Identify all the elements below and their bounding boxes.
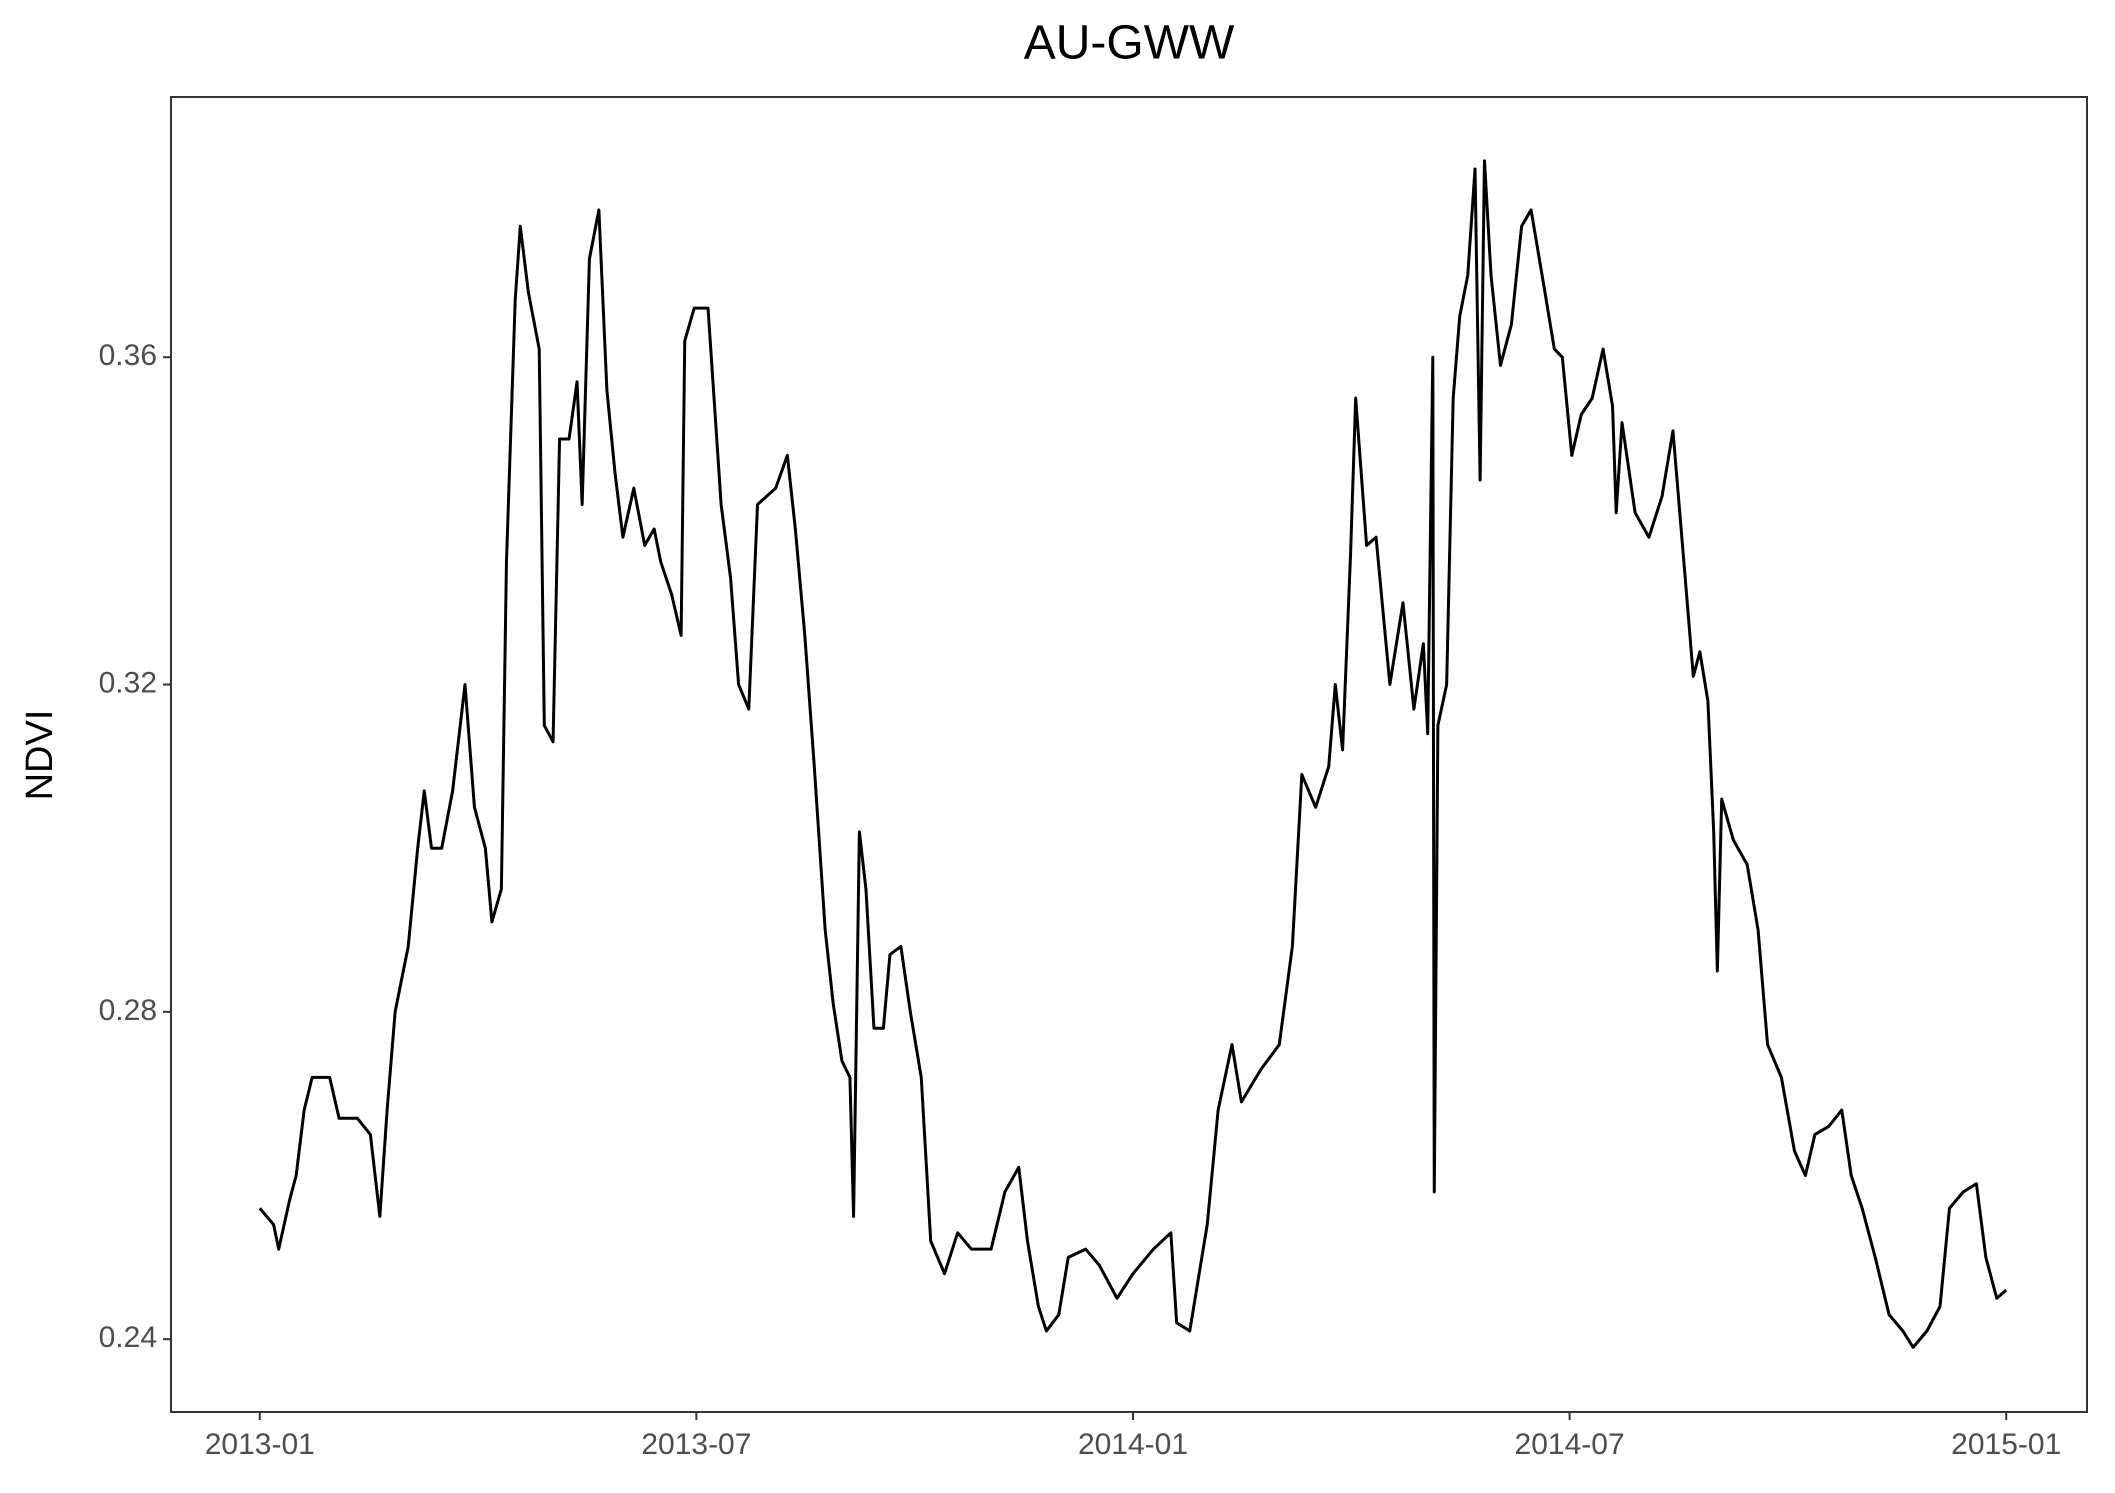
x-tick-label: 2015-01 bbox=[1951, 1428, 2061, 1461]
y-tick-label: 0.28 bbox=[99, 994, 157, 1027]
x-tick-label: 2014-01 bbox=[1078, 1428, 1188, 1461]
plot-frame bbox=[170, 96, 2088, 1413]
chart-title: AU-GWW bbox=[1024, 17, 1235, 70]
y-tick-label: 0.36 bbox=[99, 339, 157, 372]
x-tick-label: 2013-01 bbox=[205, 1428, 315, 1461]
x-tick-label: 2014-07 bbox=[1515, 1428, 1625, 1461]
y-tick-label: 0.24 bbox=[99, 1321, 157, 1354]
x-tick-label: 2013-07 bbox=[641, 1428, 751, 1461]
ndvi-line bbox=[258, 159, 2008, 1349]
y-axis-label: NDVI bbox=[19, 710, 61, 801]
y-tick-label: 0.32 bbox=[99, 666, 157, 699]
